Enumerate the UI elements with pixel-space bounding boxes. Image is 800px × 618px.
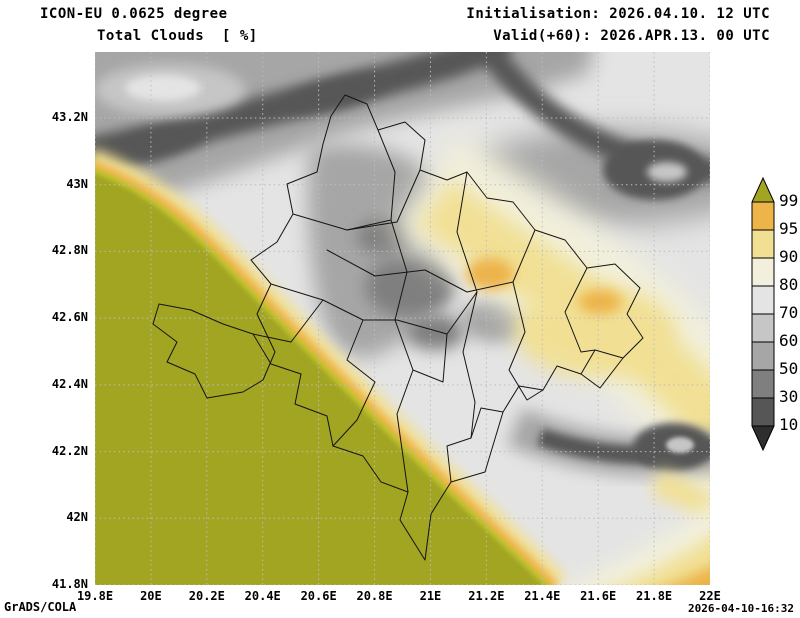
admin-boundaries (152, 94, 644, 561)
colorbar-level-label: 99.5 (779, 191, 799, 210)
x-tick-label: 22E (699, 589, 721, 603)
colorbar: 99.5 95 90 80 70 60 50 30 10 (751, 176, 799, 452)
cloud-cover-field (95, 52, 710, 585)
colorbar-segment (752, 202, 774, 230)
variable-title: Total Clouds [ %] (97, 28, 258, 44)
x-tick-label: 21E (419, 589, 442, 603)
y-tick-label: 42.6N (51, 310, 88, 325)
generation-timestamp: 2026-04-10-16:32 (688, 602, 794, 615)
y-tick-label: 42.8N (51, 243, 88, 258)
colorbar-level-label: 80 (779, 275, 798, 294)
initialisation-time: Initialisation: 2026.04.10. 12 UTC (466, 6, 770, 22)
colorbar-level-label: 95 (779, 219, 798, 238)
colorbar-level-label: 50 (779, 359, 798, 378)
y-tick-label: 42N (66, 510, 88, 525)
colorbar-segment (752, 342, 774, 370)
x-tick-label: 21.8E (636, 589, 673, 603)
colorbar-level-label: 60 (779, 331, 798, 350)
colorbar-level-label: 10 (779, 415, 798, 434)
colorbar-segment (752, 230, 774, 258)
x-tick-label: 20.4E (244, 589, 281, 603)
y-tick-label: 42.2N (51, 443, 88, 458)
y-tick-label: 43N (66, 176, 88, 191)
colorbar-segment (752, 286, 774, 314)
grads-credit: GrADS/COLA (4, 600, 77, 614)
x-tick-label: 19.8E (76, 589, 114, 603)
valid-time: Valid(+60): 2026.APR.13. 00 UTC (493, 28, 770, 44)
colorbar-bottom-triangle (752, 426, 774, 450)
colorbar-top-triangle (752, 178, 774, 202)
x-tick-label: 20.8E (356, 589, 393, 603)
model-title: ICON-EU 0.0625 degree (40, 6, 228, 22)
map-plot (95, 52, 710, 585)
colorbar-segment (752, 398, 774, 426)
colorbar-segment (752, 314, 774, 342)
x-tick-label: 20.2E (188, 589, 225, 603)
gridlines (95, 52, 710, 585)
colorbar-level-label: 30 (779, 387, 798, 406)
x-tick-label: 21.2E (468, 589, 505, 603)
colorbar-segment (752, 370, 774, 398)
y-tick-label: 43.2N (51, 110, 88, 124)
colorbar-level-label: 90 (779, 247, 798, 266)
colorbar-segment (752, 258, 774, 286)
cloud-cover-map (95, 52, 710, 585)
x-tick-label: 21.4E (524, 589, 561, 603)
x-tick-label: 20E (140, 589, 162, 603)
y-tick-label: 42.4N (51, 376, 88, 391)
colorbar-level-label: 70 (779, 303, 798, 322)
x-tick-label: 20.6E (300, 589, 337, 603)
x-tick-label: 21.6E (580, 589, 617, 603)
y-tick-label: 41.8N (51, 576, 88, 591)
